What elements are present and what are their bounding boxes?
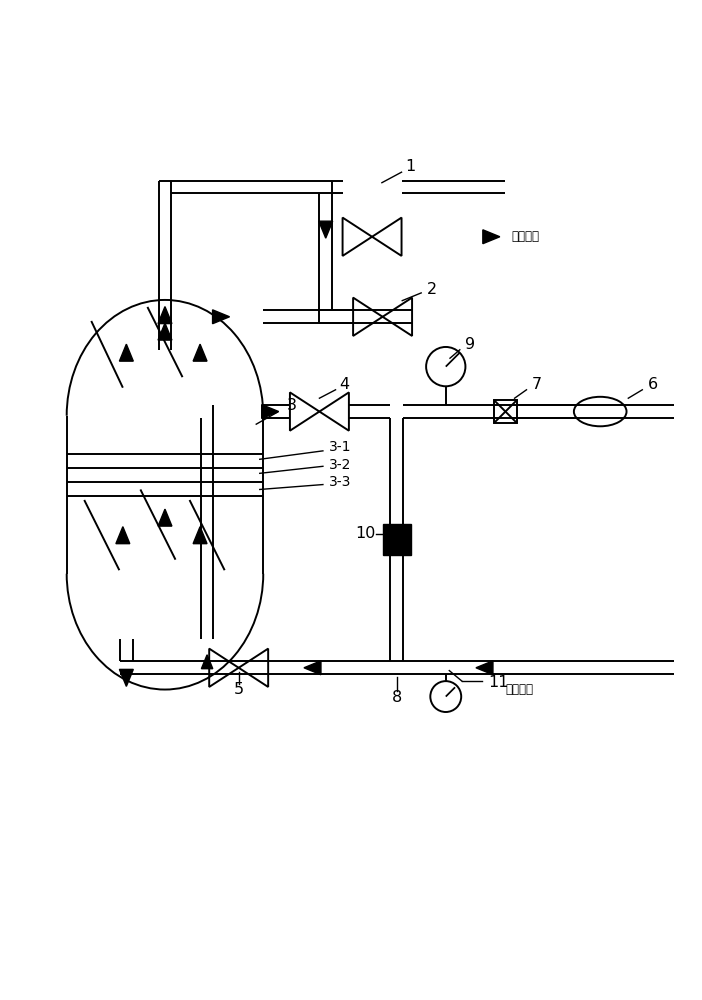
Polygon shape	[119, 669, 133, 686]
Polygon shape	[158, 509, 172, 526]
Text: 6: 6	[648, 377, 658, 392]
Text: 9: 9	[465, 337, 475, 352]
Text: 1: 1	[406, 159, 416, 174]
Bar	[494, 400, 517, 423]
Polygon shape	[391, 538, 402, 552]
Text: 5: 5	[234, 682, 244, 697]
Text: 11: 11	[488, 675, 508, 690]
Text: 10: 10	[355, 526, 376, 541]
Text: 冲洗介质: 冲洗介质	[505, 683, 534, 696]
Polygon shape	[158, 307, 172, 324]
Text: 2: 2	[427, 282, 437, 297]
Polygon shape	[116, 527, 130, 544]
Polygon shape	[262, 405, 279, 418]
Polygon shape	[193, 527, 207, 544]
Text: 7: 7	[532, 377, 542, 392]
Text: 8: 8	[392, 690, 402, 705]
Polygon shape	[213, 310, 230, 324]
Polygon shape	[158, 323, 172, 340]
Text: 3: 3	[286, 398, 296, 413]
Text: 3-3: 3-3	[329, 475, 352, 489]
Polygon shape	[483, 230, 500, 244]
Text: 4: 4	[339, 377, 349, 392]
Polygon shape	[201, 655, 213, 669]
Text: 3-1: 3-1	[329, 440, 352, 454]
Bar	[383, 524, 411, 555]
Polygon shape	[304, 661, 321, 675]
Polygon shape	[193, 344, 207, 361]
Polygon shape	[119, 344, 133, 361]
Polygon shape	[319, 221, 333, 238]
Polygon shape	[476, 661, 493, 675]
Text: 3-2: 3-2	[329, 458, 352, 472]
Text: 至污泥池: 至污泥池	[511, 230, 539, 243]
